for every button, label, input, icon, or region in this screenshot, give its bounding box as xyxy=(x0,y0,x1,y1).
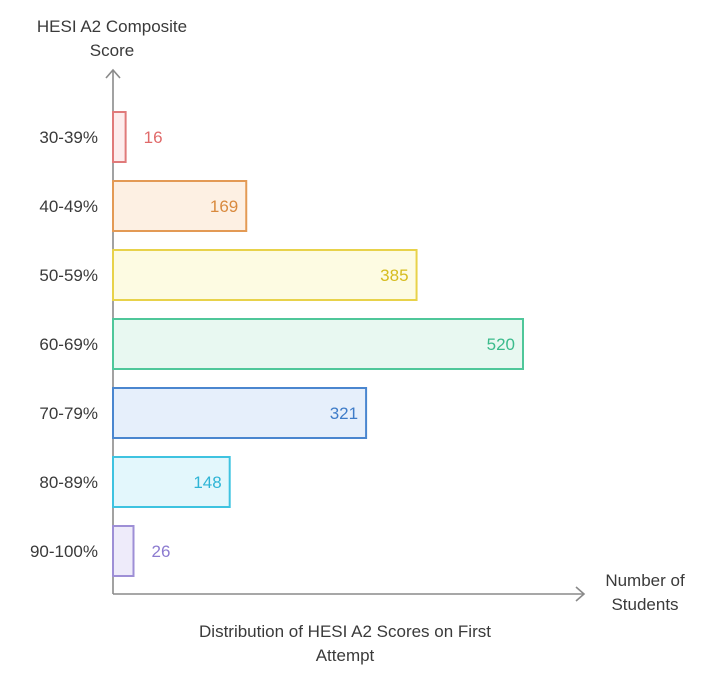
value-label: 26 xyxy=(152,542,171,561)
value-label: 169 xyxy=(210,197,238,216)
bar-50-59% xyxy=(112,249,418,301)
y-axis-arrow xyxy=(105,68,121,79)
bar-70-79% xyxy=(112,387,368,439)
x-axis-title-line-1: Number of xyxy=(605,571,685,590)
bar-90-100% xyxy=(112,525,135,577)
value-label: 385 xyxy=(380,266,408,285)
category-label: 80-89% xyxy=(39,473,98,492)
value-label: 148 xyxy=(193,473,221,492)
x-axis-arrow xyxy=(575,586,586,602)
chart-caption-line-1: Distribution of HESI A2 Scores on First xyxy=(199,622,491,641)
value-label: 16 xyxy=(144,128,163,147)
x-axis-title-line-2: Students xyxy=(611,595,678,614)
bar-30-39% xyxy=(112,111,127,163)
bars-group: 30-39% 16 40-49% 169 50-59% 385 60-69% 520 70-79… xyxy=(30,111,524,577)
chart-caption-line-2: Attempt xyxy=(316,646,375,665)
bar-40-49% xyxy=(112,180,248,232)
category-label: 40-49% xyxy=(39,197,98,216)
category-label: 50-59% xyxy=(39,266,98,285)
bar-60-69% xyxy=(112,318,524,370)
y-axis-title-line-2: Score xyxy=(90,41,134,60)
category-label: 30-39% xyxy=(39,128,98,147)
y-axis-title-line-1: HESI A2 Composite xyxy=(37,17,187,36)
category-label: 90-100% xyxy=(30,542,98,561)
value-label: 321 xyxy=(330,404,358,423)
value-label: 520 xyxy=(487,335,515,354)
category-label: 70-79% xyxy=(39,404,98,423)
category-label: 60-69% xyxy=(39,335,98,354)
bar-80-89% xyxy=(112,456,231,508)
